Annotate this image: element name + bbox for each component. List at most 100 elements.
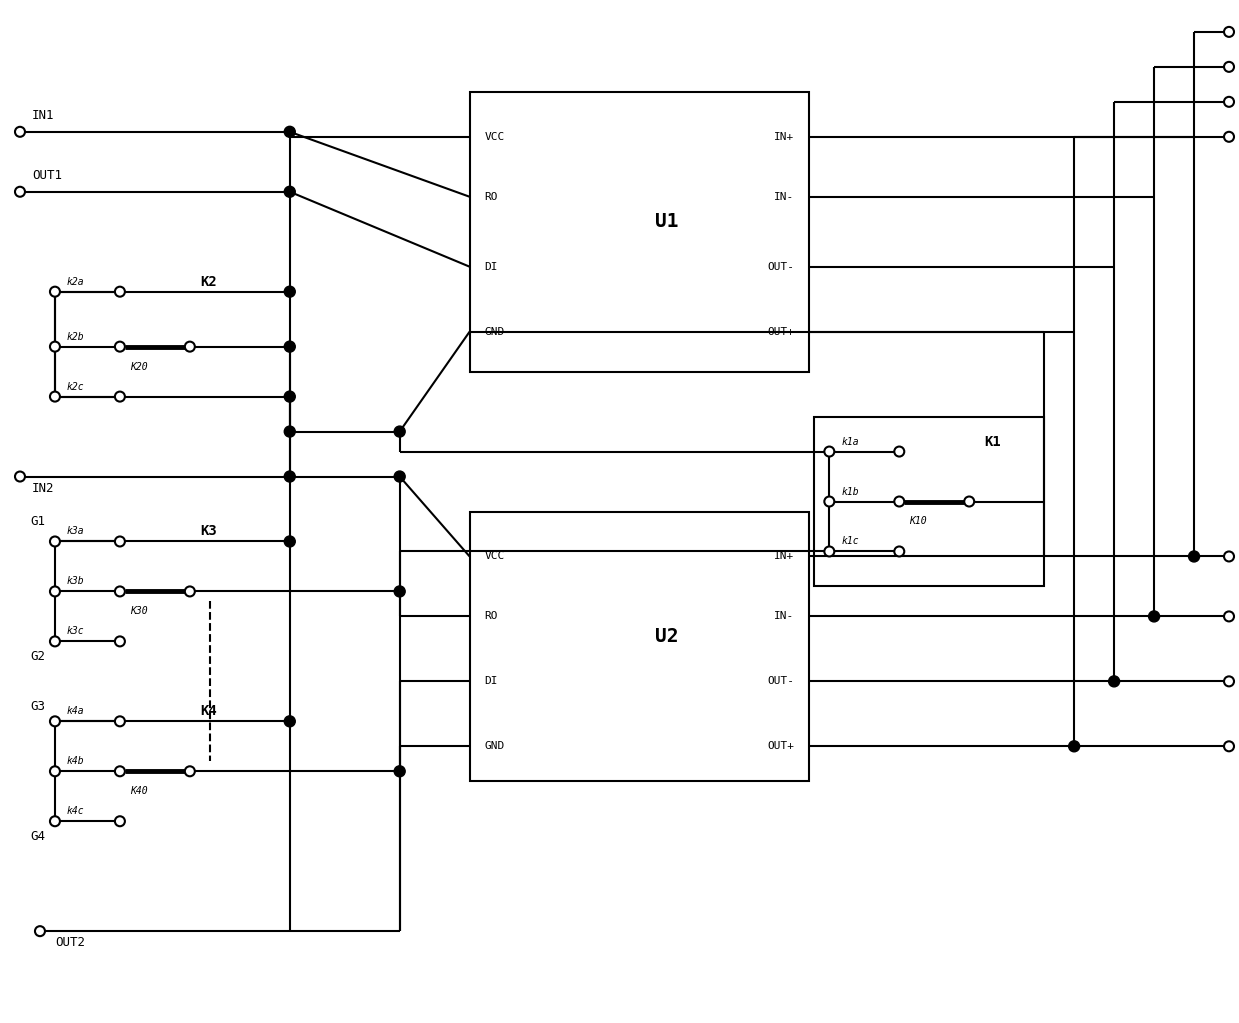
Circle shape [284, 536, 295, 547]
Text: OUT-: OUT- [767, 676, 794, 686]
Text: k1a: k1a [841, 437, 859, 447]
Circle shape [115, 586, 125, 596]
Text: U2: U2 [655, 627, 679, 646]
Text: OUT+: OUT+ [767, 742, 794, 751]
Bar [470, 92, 809, 371]
Circle shape [1188, 551, 1199, 562]
Circle shape [50, 392, 59, 402]
Text: k3b: k3b [67, 576, 84, 586]
Circle shape [284, 716, 295, 726]
Text: VCC: VCC [484, 132, 504, 142]
Circle shape [284, 341, 295, 352]
Text: G3: G3 [30, 700, 45, 713]
Circle shape [1224, 676, 1234, 686]
Circle shape [394, 766, 405, 776]
Circle shape [824, 447, 834, 456]
Circle shape [1149, 611, 1160, 622]
Circle shape [185, 342, 195, 352]
Circle shape [1224, 132, 1234, 142]
Text: k2c: k2c [67, 382, 84, 392]
Circle shape [964, 496, 974, 506]
Circle shape [895, 447, 904, 456]
Circle shape [50, 636, 59, 647]
Text: k4c: k4c [67, 806, 84, 816]
Text: OUT-: OUT- [767, 262, 794, 272]
Circle shape [115, 342, 125, 352]
Circle shape [284, 186, 295, 197]
Text: RO: RO [484, 612, 498, 621]
Circle shape [50, 716, 59, 726]
Bar [814, 416, 1044, 586]
Circle shape [394, 426, 405, 437]
Text: K20: K20 [130, 361, 147, 371]
Circle shape [1068, 741, 1079, 752]
Circle shape [115, 766, 125, 776]
Circle shape [115, 636, 125, 647]
Bar [470, 512, 809, 782]
Text: IN-: IN- [774, 191, 794, 202]
Circle shape [394, 586, 405, 597]
Circle shape [1224, 97, 1234, 106]
Text: K1: K1 [984, 435, 1001, 448]
Circle shape [115, 716, 125, 726]
Circle shape [115, 816, 125, 827]
Text: DI: DI [484, 262, 498, 272]
Circle shape [1224, 61, 1234, 72]
Text: GND: GND [484, 742, 504, 751]
Circle shape [115, 536, 125, 546]
Circle shape [284, 391, 295, 402]
Text: IN+: IN+ [774, 551, 794, 562]
Text: G2: G2 [30, 650, 45, 663]
Text: U1: U1 [655, 212, 679, 231]
Circle shape [115, 286, 125, 297]
Text: k4a: k4a [67, 706, 84, 716]
Circle shape [115, 392, 125, 402]
Circle shape [15, 127, 25, 137]
Text: K2: K2 [199, 275, 217, 288]
Circle shape [394, 471, 405, 482]
Circle shape [35, 926, 45, 936]
Text: DI: DI [484, 676, 498, 686]
Circle shape [185, 586, 195, 596]
Text: k1c: k1c [841, 536, 859, 546]
Text: K30: K30 [130, 607, 147, 617]
Circle shape [185, 766, 195, 776]
Text: K10: K10 [909, 517, 927, 527]
Circle shape [15, 472, 25, 482]
Circle shape [824, 496, 834, 506]
Circle shape [50, 342, 59, 352]
Text: K4: K4 [199, 704, 217, 718]
Circle shape [824, 546, 834, 557]
Text: IN-: IN- [774, 612, 794, 621]
Text: G1: G1 [30, 515, 45, 528]
Circle shape [1224, 27, 1234, 37]
Circle shape [50, 286, 59, 297]
Circle shape [895, 546, 904, 557]
Text: k3a: k3a [67, 527, 84, 536]
Text: K3: K3 [199, 525, 217, 538]
Text: IN+: IN+ [774, 132, 794, 142]
Text: k4b: k4b [67, 756, 84, 766]
Circle shape [284, 286, 295, 297]
Circle shape [1224, 742, 1234, 751]
Text: OUT+: OUT+ [767, 326, 794, 337]
Circle shape [50, 816, 59, 827]
Text: k3c: k3c [67, 626, 84, 636]
Circle shape [895, 496, 904, 506]
Circle shape [50, 766, 59, 776]
Circle shape [1224, 612, 1234, 621]
Circle shape [15, 187, 25, 196]
Text: k2b: k2b [67, 331, 84, 342]
Text: G4: G4 [30, 830, 45, 843]
Text: OUT2: OUT2 [55, 936, 85, 949]
Text: GND: GND [484, 326, 504, 337]
Text: IN2: IN2 [32, 482, 55, 494]
Text: OUT1: OUT1 [32, 169, 62, 182]
Text: RO: RO [484, 191, 498, 202]
Circle shape [284, 126, 295, 137]
Circle shape [50, 586, 59, 596]
Text: VCC: VCC [484, 551, 504, 562]
Circle shape [50, 536, 59, 546]
Circle shape [1224, 551, 1234, 562]
Text: k2a: k2a [67, 276, 84, 286]
